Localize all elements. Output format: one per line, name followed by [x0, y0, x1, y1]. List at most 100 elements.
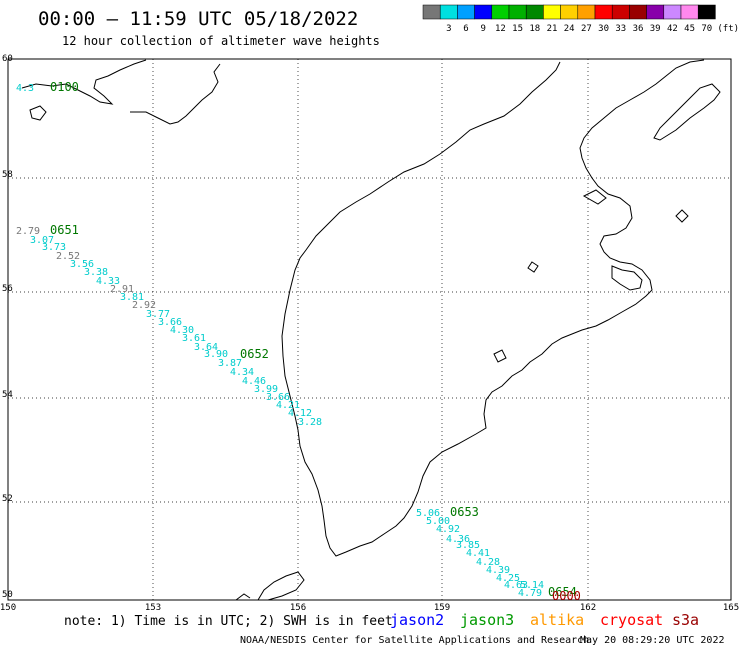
map-frame [7, 58, 732, 601]
wave-height-label: 4.46 [242, 376, 266, 387]
islet [493, 349, 507, 363]
wave-height-label: 3.64 [194, 342, 218, 353]
legend-label: 27 [581, 24, 592, 34]
wave-height-label: 4.21 [276, 400, 300, 411]
legend-swatch [680, 4, 699, 20]
legend-label: 42 [667, 24, 678, 34]
longitude-label: 153 [145, 603, 161, 613]
color-scale-legend: 3 6 9 12 15 18 21 24 27 30 33 36 39 42 45 70 (ft) [422, 4, 739, 34]
track-0652: 3.874.344.463.993.664.214.123.28 0652 [218, 347, 322, 428]
legend-label: 39 [650, 24, 661, 34]
wave-height-label: 3.90 [204, 349, 228, 360]
wave-height-label: 3.81 [120, 292, 144, 303]
latitude-label: 56 [2, 284, 13, 294]
legend-unit: (ft) [717, 24, 739, 34]
latitude-label: 58 [2, 170, 13, 180]
wave-height-label: 2.52 [56, 251, 80, 262]
legend-swatch [697, 4, 716, 20]
kuril-island [257, 571, 305, 601]
track-time-label: 0100 [50, 80, 79, 94]
generated-timestamp: May 20 08:29:20 UTC 2022 [580, 635, 725, 646]
okhotsk-north-coast [21, 59, 147, 105]
wave-height-label: 3.77 [146, 309, 170, 320]
wave-height-label: 3.99 [254, 384, 278, 395]
wave-height-label: 5.06 [416, 508, 440, 519]
graticule [8, 59, 731, 600]
legend-swatch [457, 4, 475, 20]
latitude-label: 54 [2, 390, 13, 400]
wave-height-label: 2.92 [132, 300, 156, 311]
map-footer: note: 1) Time is in UTC; 2) SWH is in fe… [64, 611, 725, 646]
wave-height-label: 4.30 [170, 325, 194, 336]
legend-swatch [491, 4, 510, 20]
satellite-cryosat: cryosat [600, 611, 663, 629]
legend-swatch [474, 4, 493, 20]
legend-swatch [560, 4, 579, 20]
wave-height-label: 4.12 [288, 408, 312, 419]
wave-height-label: 4.36 [446, 534, 470, 545]
wave-height-label: 3.07 [30, 235, 54, 246]
map-subtitle: 12 hour collection of altimeter wave hei… [62, 34, 380, 48]
track-0000: 0000 [552, 589, 581, 603]
latitude-label: 50 [2, 590, 13, 600]
islet [527, 261, 539, 273]
wave-height-label: 3.66 [266, 392, 290, 403]
wave-height-label: 4.92 [436, 524, 460, 535]
satellite-s3a: s3a [672, 611, 699, 629]
wave-height-label: 3.73 [42, 242, 66, 253]
latitude-label: 60 [2, 54, 13, 64]
longitude-label: 150 [0, 603, 16, 613]
longitude-label: 156 [290, 603, 306, 613]
kuril-islet [235, 593, 251, 601]
legend-label: 45 [684, 24, 695, 34]
legend-label: 24 [564, 24, 575, 34]
wave-height-label: 3.85 [456, 540, 480, 551]
wave-height-label: 4.39 [486, 565, 510, 576]
karaginsky-island [653, 83, 721, 141]
islet [29, 105, 47, 121]
map-header: 00:00 – 11:59 UTC 05/18/2022 12 hour coll… [38, 8, 380, 48]
legend-label: 21 [547, 24, 558, 34]
legend-label: 36 [633, 24, 644, 34]
okhotsk-shore [130, 63, 221, 125]
satellite-tracks: 4.3 01002.793.073.732.523.563.384.332.913… [16, 80, 581, 603]
legend-swatch [543, 4, 561, 20]
wave-height-label: 3.56 [70, 259, 94, 270]
legend-label: 9 [480, 24, 485, 34]
legend-label: 15 [512, 24, 523, 34]
bay-inlet [611, 265, 643, 291]
legend-swatch [525, 4, 544, 20]
legend-label: 30 [598, 24, 609, 34]
legend-label: 70 [701, 24, 712, 34]
legend-swatch [439, 4, 458, 20]
wave-height-label: 3.87 [218, 358, 242, 369]
kamchatka-coast [281, 59, 705, 557]
footer-note: note: 1) Time is in UTC; 2) SWH is in fe… [64, 614, 393, 629]
map-area: 4.3 01002.793.073.732.523.563.384.332.913… [7, 58, 732, 603]
legend-swatch [508, 4, 527, 20]
wave-height-label: 2.79 [16, 226, 40, 237]
track-time-label: 0651 [50, 223, 79, 237]
wave-height-label: 4.79 [518, 588, 542, 599]
track-time-label: 0652 [240, 347, 269, 361]
wave-height-label: 4.41 [466, 548, 490, 559]
wave-height-label: 3.61 [182, 333, 206, 344]
track-0653: 5.065.004.924.363.854.414.284.394.255.14… [416, 505, 544, 599]
legend-swatch [594, 4, 613, 20]
coastline [21, 59, 721, 601]
wave-height-label: 4.28 [476, 557, 500, 568]
legend-label: 6 [463, 24, 468, 34]
wave-height-label: 4.34 [230, 367, 254, 378]
legend-swatch [663, 4, 682, 20]
longitude-label: 159 [434, 603, 450, 613]
wave-height-label: 4.33 [96, 276, 120, 287]
legend-swatch [577, 4, 596, 20]
track-0100: 4.3 0100 [16, 80, 79, 94]
longitude-label: 165 [723, 603, 739, 613]
wave-height-label: 4.25 [496, 573, 520, 584]
wave-height-label: 3.28 [298, 417, 322, 428]
wave-height-label: 2.91 [110, 284, 134, 295]
satellite-jason2: jason2 [390, 611, 444, 629]
